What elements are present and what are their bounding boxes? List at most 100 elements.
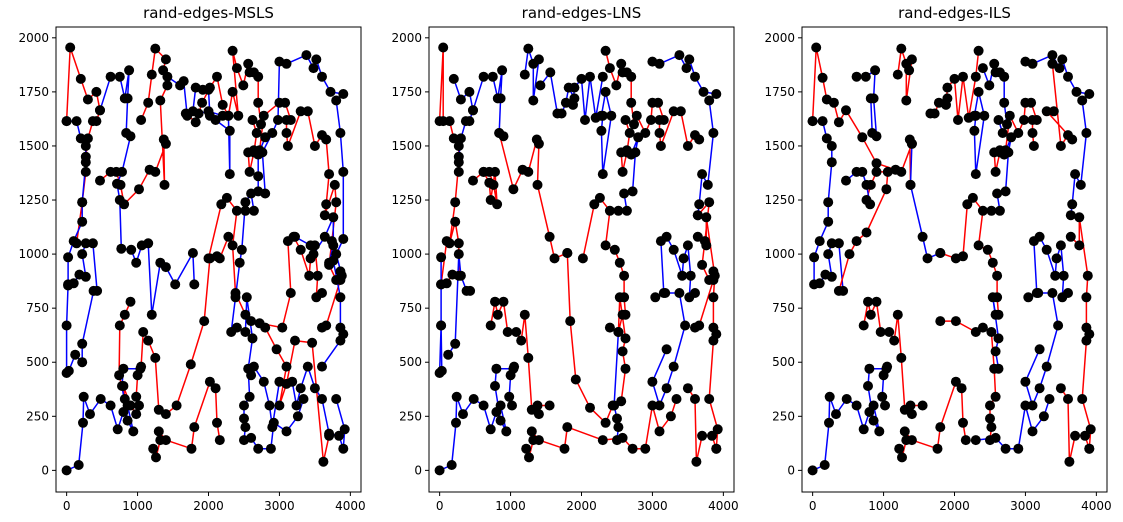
node-point	[125, 131, 136, 142]
node-point	[1058, 270, 1069, 281]
node-point	[826, 238, 837, 249]
node-point	[135, 363, 146, 374]
node-point	[597, 71, 608, 82]
node-point	[236, 244, 247, 255]
node-point	[702, 179, 713, 190]
node-point	[707, 430, 717, 441]
node-point	[253, 97, 264, 108]
node-point	[1038, 411, 1049, 422]
node-point	[858, 320, 869, 331]
node-point	[814, 236, 825, 247]
node-point	[131, 409, 142, 420]
panel-title: rand-edges-MSLS	[143, 4, 274, 22]
node-point	[619, 292, 630, 303]
node-point	[302, 361, 313, 372]
node-point	[453, 141, 464, 151]
node-point	[77, 338, 88, 349]
node-point	[77, 216, 88, 227]
node-point	[264, 400, 275, 411]
node-point	[281, 128, 292, 138]
node-point	[91, 86, 102, 97]
node-point	[894, 443, 905, 454]
node-point	[1034, 344, 1045, 355]
node-point	[863, 381, 873, 391]
node-point	[134, 400, 144, 411]
node-point	[612, 413, 622, 424]
node-point	[231, 322, 242, 333]
node-point	[881, 184, 892, 195]
node-point	[620, 363, 631, 374]
node-point	[1027, 115, 1038, 125]
node-point	[990, 309, 1001, 320]
node-point	[668, 106, 679, 117]
node-point	[935, 248, 946, 258]
node-point	[159, 179, 170, 190]
node-point	[1085, 424, 1096, 435]
node-point	[604, 205, 615, 216]
node-point	[247, 333, 258, 344]
node-point	[128, 426, 139, 437]
node-point	[617, 346, 628, 357]
node-point	[125, 296, 136, 307]
node-point	[233, 110, 244, 121]
node-point	[692, 231, 703, 242]
node-point	[453, 249, 464, 260]
node-point	[204, 110, 215, 121]
node-point	[709, 270, 720, 281]
node-point	[247, 115, 258, 125]
node-point	[619, 270, 630, 281]
node-point	[244, 166, 255, 177]
node-point	[190, 117, 201, 128]
node-point	[153, 404, 164, 415]
node-point	[112, 178, 122, 189]
node-point	[458, 409, 468, 420]
node-point	[95, 105, 105, 116]
node-point	[253, 171, 264, 182]
y-tick-label: 500	[399, 355, 422, 369]
node-point	[993, 333, 1004, 344]
node-point	[970, 71, 981, 82]
node-point	[338, 443, 349, 454]
node-point	[1027, 426, 1038, 437]
node-point	[455, 270, 466, 281]
node-point	[993, 115, 1004, 125]
node-point	[502, 327, 513, 337]
node-point	[969, 125, 980, 136]
node-point	[606, 110, 617, 121]
node-point	[535, 80, 546, 91]
node-point	[958, 71, 968, 82]
node-point	[150, 43, 161, 54]
node-point	[281, 115, 292, 125]
node-point	[1074, 212, 1085, 223]
node-point	[521, 443, 532, 454]
y-tick-label: 250	[772, 409, 795, 423]
node-point	[468, 105, 478, 116]
node-point	[833, 117, 844, 128]
node-point	[942, 82, 953, 93]
node-point	[438, 42, 449, 53]
node-point	[697, 430, 708, 441]
node-point	[711, 89, 722, 99]
node-point	[301, 50, 312, 61]
node-point	[1077, 95, 1088, 106]
node-point	[523, 352, 534, 363]
node-point	[950, 376, 961, 387]
node-point	[935, 422, 946, 433]
node-point	[436, 365, 447, 376]
node-point	[240, 309, 251, 320]
node-point	[824, 417, 834, 428]
x-tick-label: 0	[436, 499, 444, 513]
node-point	[871, 166, 882, 177]
node-point	[694, 134, 705, 145]
node-point	[1033, 288, 1044, 298]
node-point	[295, 383, 306, 394]
node-point	[809, 252, 820, 263]
node-point	[678, 253, 689, 264]
node-point	[61, 465, 72, 476]
node-point	[841, 394, 852, 404]
node-point	[871, 296, 882, 307]
node-point	[117, 381, 127, 391]
node-point	[1067, 134, 1078, 145]
node-point	[851, 71, 862, 82]
node-point	[671, 394, 682, 404]
